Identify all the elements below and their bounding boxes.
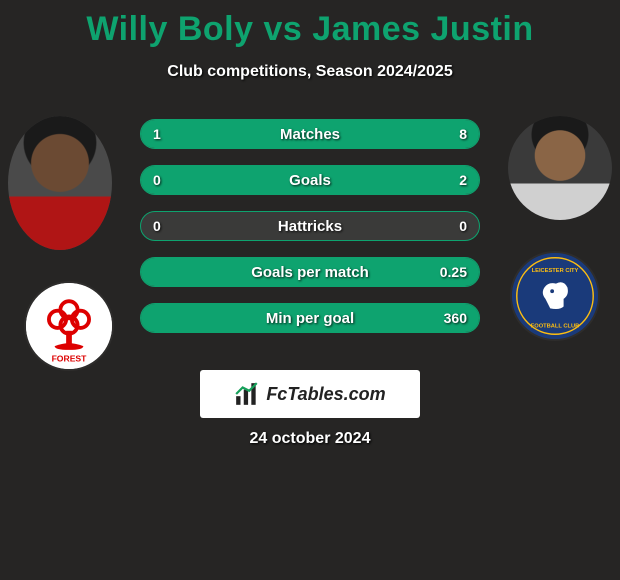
forest-crest-icon: FOREST (26, 283, 112, 369)
stat-row: 0Hattricks0 (140, 211, 480, 241)
player-face-placeholder (8, 116, 112, 250)
stat-label: Hattricks (141, 212, 479, 240)
player-face-placeholder (508, 116, 612, 220)
svg-text:FOREST: FOREST (52, 353, 88, 363)
stat-row: 1Matches8 (140, 119, 480, 149)
stat-value-right: 0.25 (440, 258, 467, 286)
svg-text:LEICESTER CITY: LEICESTER CITY (532, 268, 579, 274)
stat-row: 0Goals2 (140, 165, 480, 195)
player-left-avatar (8, 116, 112, 250)
stat-value-right: 8 (459, 120, 467, 148)
fctables-logo: FcTables.com (200, 370, 420, 418)
page-title: Willy Boly vs James Justin (0, 0, 620, 49)
date-text: 24 october 2024 (0, 430, 620, 448)
stat-value-right: 360 (444, 304, 467, 332)
svg-text:FOOTBALL CLUB: FOOTBALL CLUB (531, 324, 580, 330)
stat-value-right: 0 (459, 212, 467, 240)
stat-label: Goals per match (141, 258, 479, 286)
stat-bars: 1Matches80Goals20Hattricks0Goals per mat… (140, 119, 480, 349)
player-right-avatar (508, 116, 612, 220)
stat-label: Goals (141, 166, 479, 194)
stat-row: Min per goal360 (140, 303, 480, 333)
leicester-crest-icon: LEICESTER CITY FOOTBALL CLUB (512, 253, 598, 339)
club-crest-left: FOREST (24, 281, 114, 371)
subtitle: Club competitions, Season 2024/2025 (0, 63, 620, 81)
stat-value-right: 2 (459, 166, 467, 194)
chart-icon (234, 381, 260, 407)
comparison-panel: FOREST LEICESTER CITY FOOTBALL CLUB 1Mat… (0, 111, 620, 411)
stat-label: Min per goal (141, 304, 479, 332)
stat-label: Matches (141, 120, 479, 148)
logo-text: FcTables.com (266, 384, 385, 405)
stat-row: Goals per match0.25 (140, 257, 480, 287)
club-crest-right: LEICESTER CITY FOOTBALL CLUB (510, 251, 600, 341)
